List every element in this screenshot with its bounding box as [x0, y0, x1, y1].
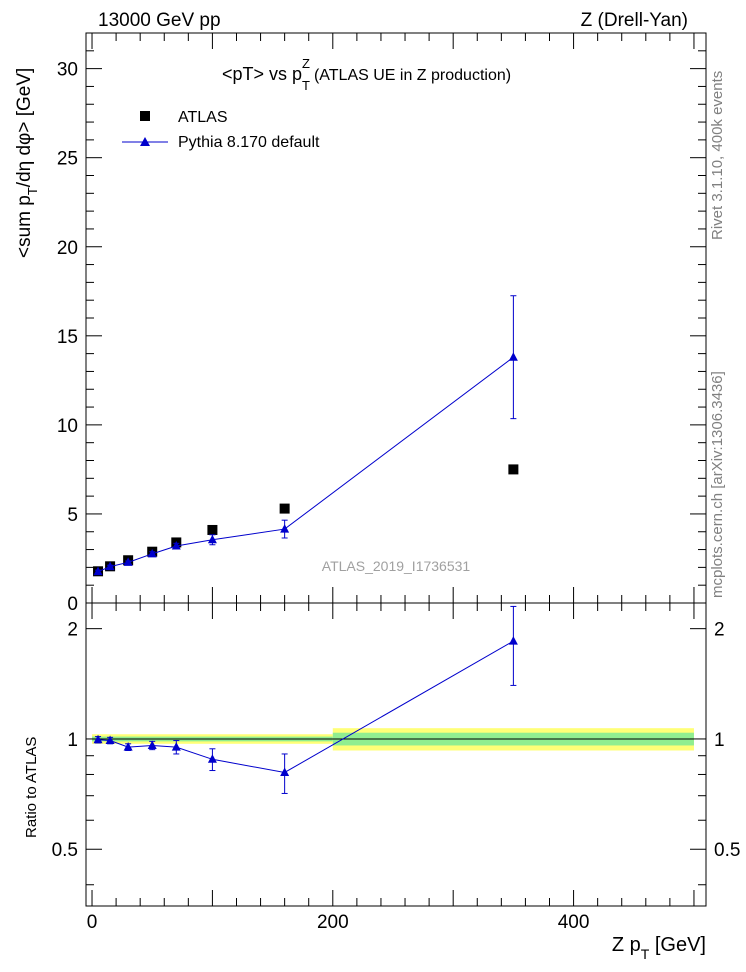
- pythia-ratio-point: [105, 735, 115, 745]
- ratio-y-tick-label-right: 2: [714, 620, 725, 641]
- legend-atlas-marker: [140, 111, 150, 121]
- pythia-ratio-point: [93, 734, 103, 744]
- ratio-x-tick-label: 0: [87, 912, 98, 933]
- ratio-panel: 0.5 0.5 1 1 2 2 0 200 400 Ratio to ATLAS Z pT […: [23, 602, 740, 962]
- legend-atlas-label: ATLAS: [178, 109, 228, 126]
- ratio-y-tick-label: 0.5: [52, 840, 78, 861]
- main-y-axis: 0 5 10 15 20 25 30: [57, 32, 706, 615]
- ratio-y-tick-label: 2: [67, 620, 78, 641]
- ratio-y-axis-label: Ratio to ATLAS: [23, 737, 40, 838]
- main-x-ticks: [91, 33, 695, 603]
- atlas-data-point: [279, 503, 290, 514]
- atlas-data-point: [508, 464, 519, 475]
- ratio-x-axis-label: Z pT [GeV]: [612, 934, 706, 962]
- main-title: <pT> vs pTZ(ATLAS UE in Z production): [222, 56, 511, 93]
- pythia-ratio-line: [98, 640, 514, 774]
- ratio-plot-area: [93, 605, 518, 794]
- pythia-curve-point: [280, 524, 290, 533]
- ratio-x-axis: 0 200 400: [87, 603, 695, 933]
- ratio-y-tick-label-right: 1: [714, 730, 725, 751]
- pythia-ratio-point: [147, 740, 157, 749]
- pythia-ratio-point: [207, 754, 217, 763]
- analysis-watermark: ATLAS_2019_I1736531: [322, 558, 471, 574]
- mcplots-label: mcplots.cern.ch [arXiv:1306.3436]: [709, 371, 726, 598]
- main-y-tick-label: 20: [57, 238, 78, 259]
- pythia-curve-point: [207, 534, 217, 544]
- ratio-y-axis: 0.5 0.5 1 1 2 2: [52, 620, 740, 886]
- legend-pythia-label: Pythia 8.170 default: [178, 134, 320, 151]
- main-y-axis-label: <sum pT/dη dφ> [GeV]: [14, 68, 40, 258]
- ratio-y-tick-label: 1: [67, 730, 78, 751]
- pythia-curve-point: [123, 557, 133, 566]
- main-y-tick-label: 30: [57, 60, 78, 81]
- ratio-x-tick-label: 400: [558, 912, 590, 933]
- pythia-curve-line: [97, 356, 514, 573]
- pythia-ratio-point: [508, 636, 518, 645]
- main-y-tick-label: 15: [57, 327, 78, 348]
- ratio-frame: [85, 602, 707, 907]
- pythia-curve-point: [508, 352, 518, 361]
- pythia-curve-point: [93, 566, 103, 576]
- rivet-label: Rivet 3.1.10, 400k events: [709, 71, 726, 240]
- pythia-ratio-point: [123, 742, 133, 751]
- pythia-ratio-point: [280, 767, 290, 776]
- legend: ATLAS Pythia 8.170 default: [122, 109, 320, 151]
- ratio-x-tick-label: 200: [317, 912, 349, 933]
- ratio-y-tick-label-right: 0.5: [714, 840, 740, 861]
- legend-pythia-marker: [140, 137, 150, 146]
- main-y-tick-label: 25: [57, 149, 78, 170]
- pythia-curve-point: [105, 561, 115, 571]
- header-right: Z (Drell-Yan): [581, 10, 688, 31]
- pythia-ratio-point: [171, 742, 181, 751]
- main-y-tick-label: 0: [67, 594, 78, 615]
- pythia-curve-point: [147, 548, 157, 558]
- main-plot-area: [93, 295, 519, 577]
- header-left: 13000 GeV pp: [98, 10, 221, 31]
- atlas-data-point: [207, 524, 218, 535]
- main-panel: 0 5 10 15 20 25 30 <pT> vs pTZ(ATLAS UE in Z p…: [14, 32, 707, 615]
- ratio-uncertainty-bands: [92, 728, 694, 751]
- main-y-tick-label: 5: [67, 505, 78, 526]
- main-y-tick-label: 10: [57, 416, 78, 437]
- pythia-curve-point: [171, 541, 181, 550]
